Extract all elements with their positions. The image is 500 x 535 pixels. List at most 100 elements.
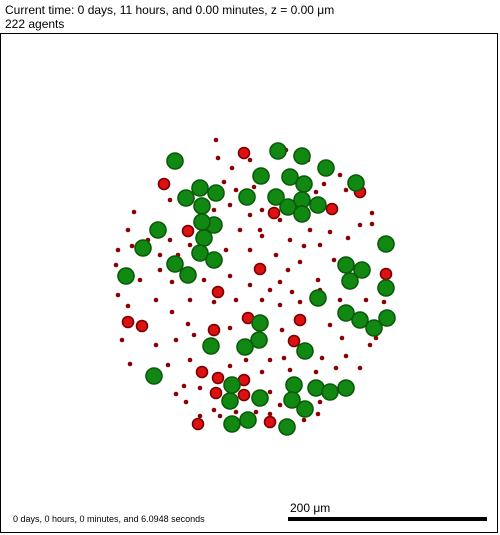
green-agent-cell <box>250 331 268 349</box>
small-agent-dot <box>267 389 273 395</box>
small-agent-dot <box>173 337 179 343</box>
green-agent-cell <box>238 188 256 206</box>
green-agent-cell <box>337 256 355 274</box>
small-agent-dot <box>259 369 265 375</box>
small-agent-dot <box>237 227 243 233</box>
small-agent-dot <box>187 297 193 303</box>
small-agent-dot <box>223 247 229 253</box>
small-agent-dot <box>313 189 319 195</box>
red-agent-cell <box>211 285 225 299</box>
small-agent-dot <box>157 267 163 273</box>
green-agent-cell <box>278 418 296 436</box>
green-agent-cell <box>221 392 239 410</box>
green-agent-cell <box>223 376 241 394</box>
green-agent-cell <box>317 159 335 177</box>
red-agent-cell <box>263 415 277 429</box>
green-agent-cell <box>191 244 209 262</box>
small-agent-dot <box>165 362 171 368</box>
red-agent-cell <box>287 334 301 348</box>
small-agent-dot <box>215 155 221 161</box>
small-agent-dot <box>233 409 239 415</box>
small-agent-dot <box>247 247 253 253</box>
small-agent-dot <box>131 209 137 215</box>
green-agent-cell <box>145 367 163 385</box>
small-agent-dot <box>259 207 265 213</box>
small-agent-dot <box>197 413 203 419</box>
green-agent-cell <box>293 147 311 165</box>
small-agent-dot <box>243 357 249 363</box>
red-agent-cell <box>293 313 307 327</box>
red-agent-cell <box>181 224 195 238</box>
green-agent-cell <box>252 167 270 185</box>
small-agent-dot <box>187 357 193 363</box>
green-agent-cell <box>166 152 184 170</box>
green-agent-cell <box>337 379 355 397</box>
small-agent-dot <box>191 332 197 338</box>
small-agent-dot <box>185 321 191 327</box>
small-agent-dot <box>273 252 279 258</box>
red-agent-cell <box>211 371 225 385</box>
small-agent-dot <box>259 233 265 239</box>
small-agent-dot <box>227 273 233 279</box>
small-agent-dot <box>167 237 173 243</box>
red-agent-cell <box>267 206 281 220</box>
red-agent-cell <box>209 386 223 400</box>
green-agent-cell <box>177 189 195 207</box>
small-agent-dot <box>317 399 323 405</box>
small-agent-dot <box>315 411 321 417</box>
agent-count-text: 222 agents <box>5 17 65 31</box>
small-agent-dot <box>267 357 273 363</box>
green-agent-cell <box>179 266 197 284</box>
small-agent-dot <box>343 187 349 193</box>
green-agent-cell <box>202 337 220 355</box>
green-agent-cell <box>377 279 395 297</box>
small-agent-dot <box>183 399 189 405</box>
small-agent-dot <box>127 361 133 367</box>
small-agent-dot <box>247 282 253 288</box>
small-agent-dot <box>367 342 373 348</box>
green-agent-cell <box>236 338 254 356</box>
scale-bar-label: 200 μm <box>290 501 331 515</box>
small-agent-dot <box>357 365 363 371</box>
green-agent-cell <box>195 229 213 247</box>
green-agent-cell <box>223 415 241 433</box>
green-agent-cell <box>207 184 225 202</box>
green-agent-cell <box>267 188 285 206</box>
small-agent-dot <box>381 299 387 305</box>
small-agent-dot <box>197 385 203 391</box>
green-agent-cell <box>281 168 299 186</box>
green-agent-cell <box>353 261 371 279</box>
green-agent-cell <box>269 142 287 160</box>
small-agent-dot <box>297 259 303 265</box>
green-agent-cell <box>321 383 339 401</box>
small-agent-dot <box>113 262 119 268</box>
green-agent-cell <box>279 198 297 216</box>
small-agent-dot <box>259 297 265 303</box>
small-agent-dot <box>169 309 175 315</box>
green-agent-cell <box>205 251 223 269</box>
small-agent-dot <box>125 227 131 233</box>
green-agent-cell <box>193 213 211 231</box>
small-agent-dot <box>287 237 293 243</box>
small-agent-dot <box>181 383 187 389</box>
small-agent-dot <box>115 247 121 253</box>
small-agent-dot <box>217 413 223 419</box>
small-agent-dot <box>277 217 283 223</box>
small-agent-dot <box>153 342 159 348</box>
green-agent-cell <box>166 255 184 273</box>
green-agent-cell <box>191 179 209 197</box>
green-agent-cell <box>293 205 311 223</box>
small-agent-dot <box>285 267 291 273</box>
small-agent-dot <box>247 212 253 218</box>
small-agent-dot <box>157 252 163 258</box>
small-agent-dot <box>167 197 173 203</box>
red-agent-cell <box>191 417 205 431</box>
small-agent-dot <box>337 297 343 303</box>
green-agent-cell <box>296 400 314 418</box>
small-agent-dot <box>337 172 343 178</box>
small-agent-dot <box>339 335 345 341</box>
red-agent-cell <box>195 365 209 379</box>
small-agent-dot <box>187 242 193 248</box>
small-agent-dot <box>211 299 217 305</box>
